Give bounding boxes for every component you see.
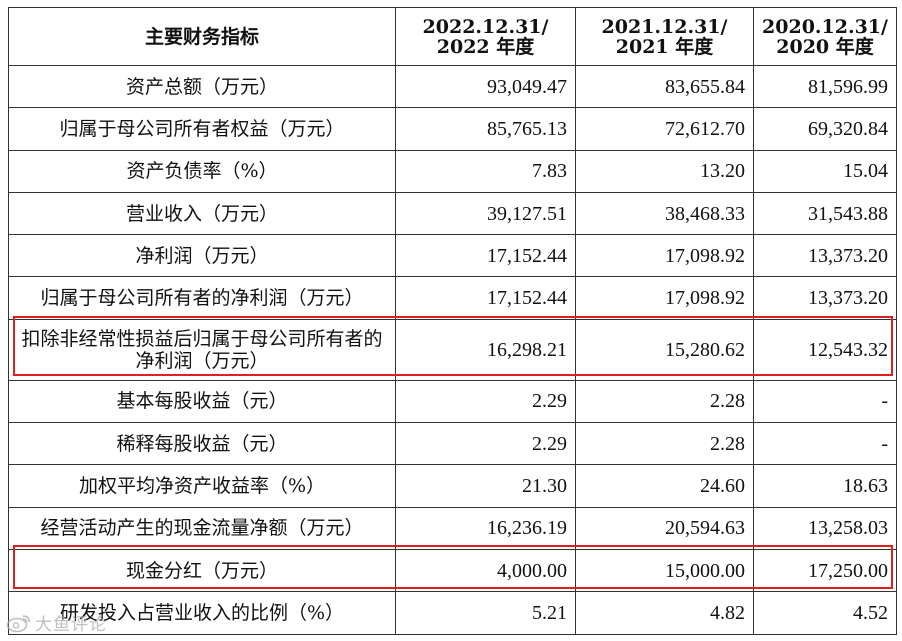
row-label: 经营活动产生的现金流量净额（万元） bbox=[8, 506, 396, 550]
value-2020: 13,373.20 bbox=[753, 276, 897, 320]
value-2021: 83,655.84 bbox=[575, 64, 754, 109]
table-row: 营业收入（万元） 39,127.51 38,468.33 31,543.88 bbox=[8, 191, 897, 236]
value-2020: 81,596.99 bbox=[753, 64, 897, 109]
table-row: 净利润（万元） 17,152.44 17,098.92 13,373.20 bbox=[8, 234, 897, 278]
value-2021: 24.60 bbox=[575, 464, 754, 508]
row-label: 资产总额（万元） bbox=[8, 64, 396, 109]
header-indicator: 主要财务指标 bbox=[8, 7, 396, 66]
value-2022: 16,236.19 bbox=[395, 506, 576, 550]
value-2020: 69,320.84 bbox=[753, 107, 897, 151]
value-2020: 4.52 bbox=[753, 591, 897, 635]
value-2022: 21.30 bbox=[395, 464, 576, 508]
header-2022: 2022.12.31/ 2022 年度 bbox=[395, 7, 576, 66]
table-row: 稀释每股收益（元） 2.29 2.28 - bbox=[8, 422, 897, 466]
table-header-row: 主要财务指标 2022.12.31/ 2022 年度 2021.12.31/ 2… bbox=[8, 7, 897, 66]
value-2020: 12,543.32 bbox=[753, 318, 897, 381]
table-row: 资产总额（万元） 93,049.47 83,655.84 81,596.99 bbox=[8, 64, 897, 109]
value-2021: 17,098.92 bbox=[575, 276, 754, 320]
row-label: 归属于母公司所有者权益（万元） bbox=[8, 107, 396, 151]
row-label: 营业收入（万元） bbox=[8, 191, 396, 236]
row-label: 现金分红（万元） bbox=[8, 548, 396, 593]
value-2020: 31,543.88 bbox=[753, 191, 897, 236]
value-2021: 2.28 bbox=[575, 379, 754, 424]
row-label: 资产负债率（%） bbox=[8, 149, 396, 193]
value-2022: 2.29 bbox=[395, 422, 576, 466]
value-2020: 13,373.20 bbox=[753, 234, 897, 278]
value-2021: 13.20 bbox=[575, 149, 754, 193]
value-2021: 4.82 bbox=[575, 591, 754, 635]
row-label: 净利润（万元） bbox=[8, 234, 396, 278]
financial-indicators-table: 主要财务指标 2022.12.31/ 2022 年度 2021.12.31/ 2… bbox=[8, 7, 897, 635]
row-label: 归属于母公司所有者的净利润（万元） bbox=[8, 276, 396, 320]
value-2020: 15.04 bbox=[753, 149, 897, 193]
row-label: 研发投入占营业收入的比例（%） bbox=[8, 591, 396, 635]
table-row: 基本每股收益（元） 2.29 2.28 - bbox=[8, 379, 897, 424]
table-body: 资产总额（万元） 93,049.47 83,655.84 81,596.99 归… bbox=[8, 64, 897, 635]
value-2022: 4,000.00 bbox=[395, 548, 576, 593]
value-2022: 93,049.47 bbox=[395, 64, 576, 109]
table-row: 加权平均净资产收益率（%） 21.30 24.60 18.63 bbox=[8, 464, 897, 508]
table-row: 资产负债率（%） 7.83 13.20 15.04 bbox=[8, 149, 897, 193]
value-2020: 13,258.03 bbox=[753, 506, 897, 550]
row-label: 基本每股收益（元） bbox=[8, 379, 396, 424]
value-2021: 15,000.00 bbox=[575, 548, 754, 593]
watermark-text: 大鱼评论 bbox=[35, 615, 107, 635]
row-label: 稀释每股收益（元） bbox=[8, 422, 396, 466]
value-2020: - bbox=[753, 379, 897, 424]
value-2022: 16,298.21 bbox=[395, 318, 576, 381]
value-2020: 18.63 bbox=[753, 464, 897, 508]
value-2021: 17,098.92 bbox=[575, 234, 754, 278]
value-2021: 72,612.70 bbox=[575, 107, 754, 151]
table-row: 扣除非经常性损益后归属于母公司所有者的净利润（万元） 16,298.21 15,… bbox=[8, 318, 897, 381]
value-2021: 15,280.62 bbox=[575, 318, 754, 381]
value-2022: 39,127.51 bbox=[395, 191, 576, 236]
value-2022: 17,152.44 bbox=[395, 234, 576, 278]
value-2022: 7.83 bbox=[395, 149, 576, 193]
header-2021: 2021.12.31/ 2021 年度 bbox=[575, 7, 754, 66]
value-2021: 38,468.33 bbox=[575, 191, 754, 236]
value-2021: 2.28 bbox=[575, 422, 754, 466]
watermark: 大鱼评论 bbox=[6, 610, 107, 635]
table-row: 归属于母公司所有者的净利润（万元） 17,152.44 17,098.92 13… bbox=[8, 276, 897, 320]
value-2020: 17,250.00 bbox=[753, 548, 897, 593]
value-2022: 2.29 bbox=[395, 379, 576, 424]
value-2022: 5.21 bbox=[395, 591, 576, 635]
value-2022: 85,765.13 bbox=[395, 107, 576, 151]
table-row: 研发投入占营业收入的比例（%） 5.21 4.82 4.52 bbox=[8, 591, 897, 635]
value-2020: - bbox=[753, 422, 897, 466]
table-row: 归属于母公司所有者权益（万元） 85,765.13 72,612.70 69,3… bbox=[8, 107, 897, 151]
table-row: 经营活动产生的现金流量净额（万元） 16,236.19 20,594.63 13… bbox=[8, 506, 897, 550]
row-label: 加权平均净资产收益率（%） bbox=[8, 464, 396, 508]
value-2021: 20,594.63 bbox=[575, 506, 754, 550]
header-2020: 2020.12.31/ 2020 年度 bbox=[753, 7, 897, 66]
table-row: 现金分红（万元） 4,000.00 15,000.00 17,250.00 bbox=[8, 548, 897, 593]
weibo-icon bbox=[6, 613, 32, 633]
value-2022: 17,152.44 bbox=[395, 276, 576, 320]
row-label: 扣除非经常性损益后归属于母公司所有者的净利润（万元） bbox=[8, 318, 396, 381]
